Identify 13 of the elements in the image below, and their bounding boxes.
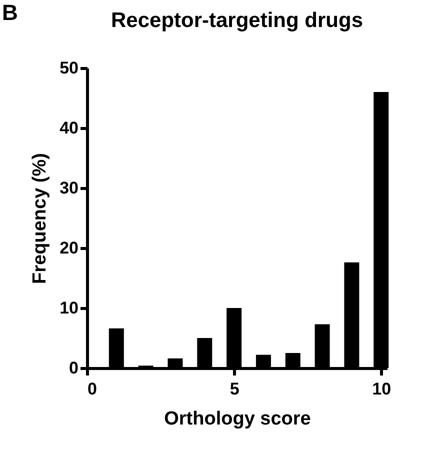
y-tick-label: 50	[60, 58, 78, 78]
y-axis-title: Frequency (%)	[30, 153, 51, 284]
x-axis-title: Orthology score	[164, 408, 311, 430]
x-tick-label: 0	[88, 380, 97, 398]
y-tick-label: 30	[60, 178, 78, 198]
text: B	[2, 0, 18, 26]
y-tick-label: 10	[60, 298, 78, 318]
x-tick-label: 5	[230, 380, 240, 398]
y-tick-label: 40	[60, 118, 78, 138]
y-tick-label: 0	[69, 358, 78, 378]
x-tick-label: 10	[372, 380, 392, 398]
chart-title: Receptor-targeting drugs	[110, 9, 364, 32]
y-tick-label: 20	[60, 238, 78, 258]
